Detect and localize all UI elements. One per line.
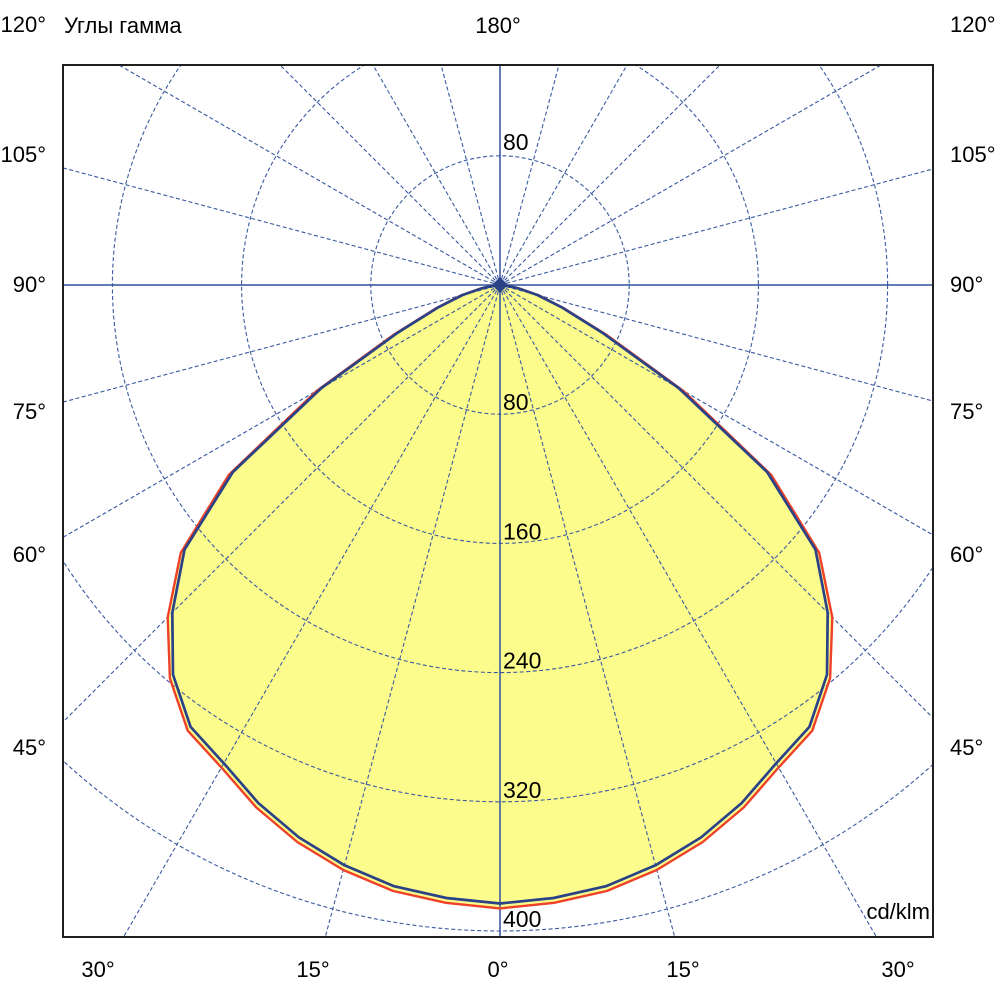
gamma-spoke-60 [499,284,933,536]
gamma-spoke-135 [499,65,721,286]
gamma-label-left-105: 105° [0,142,46,167]
gamma-label-top-180: 180° [475,13,521,38]
gamma-label-right-60: 60° [950,542,984,567]
chart-title: Углы гамма [64,13,182,38]
ring-label-80: 80 [503,389,529,415]
radial-units-label: cd/klm [866,899,930,924]
plot-frame [62,64,934,938]
ring-label-top-80: 80 [503,129,529,155]
ring-label-240: 240 [503,648,541,674]
gamma-label-left-90: 90° [12,272,46,297]
gamma-label-bottom-2-0: 0° [487,957,509,982]
gamma-spoke-330 [122,284,501,937]
gamma-label-left-45: 45° [12,735,46,760]
gamma-spoke-255 [63,167,501,286]
gamma-spoke-15 [499,284,676,937]
gamma-label-bottom-3-15: 15° [666,957,700,982]
gamma-label-bottom-1-15: 15° [296,957,330,982]
ring-label-160: 160 [503,518,541,544]
gamma-label-left-120: 120° [0,12,46,37]
gamma-label-bottom-0-30: 30° [81,957,115,982]
gamma-label-left-75: 75° [12,399,46,424]
gamma-spoke-300 [63,284,501,538]
gamma-spoke-285 [63,284,501,403]
blue-curve [170,283,830,905]
gamma-spoke-150 [499,65,628,286]
ring-label-400: 400 [503,906,541,932]
ring-label-320: 320 [503,777,541,803]
gamma-spoke-105 [499,168,933,286]
center-marker [492,277,508,293]
gamma-spoke-75 [499,284,933,402]
gamma-label-left-60: 60° [12,542,46,567]
gamma-spoke-225 [279,65,501,286]
gamma-spoke-315 [63,284,501,723]
gamma-spoke-120 [499,65,883,286]
gamma-spoke-210 [372,65,501,286]
gamma-spoke-345 [324,284,501,937]
gamma-spoke-165 [499,65,560,286]
gamma-label-right-105: 105° [950,142,996,167]
gamma-spoke-30 [499,284,878,937]
gamma-label-right-120: 120° [950,12,996,37]
gamma-spoke-195 [440,65,501,286]
gamma-label-right-75: 75° [950,399,984,424]
gamma-label-right-45: 45° [950,735,984,760]
gamma-spoke-45 [499,284,933,719]
gamma-spoke-240 [117,65,501,286]
gamma-label-bottom-4-30: 30° [881,957,915,982]
gamma-label-right-90: 90° [950,272,984,297]
